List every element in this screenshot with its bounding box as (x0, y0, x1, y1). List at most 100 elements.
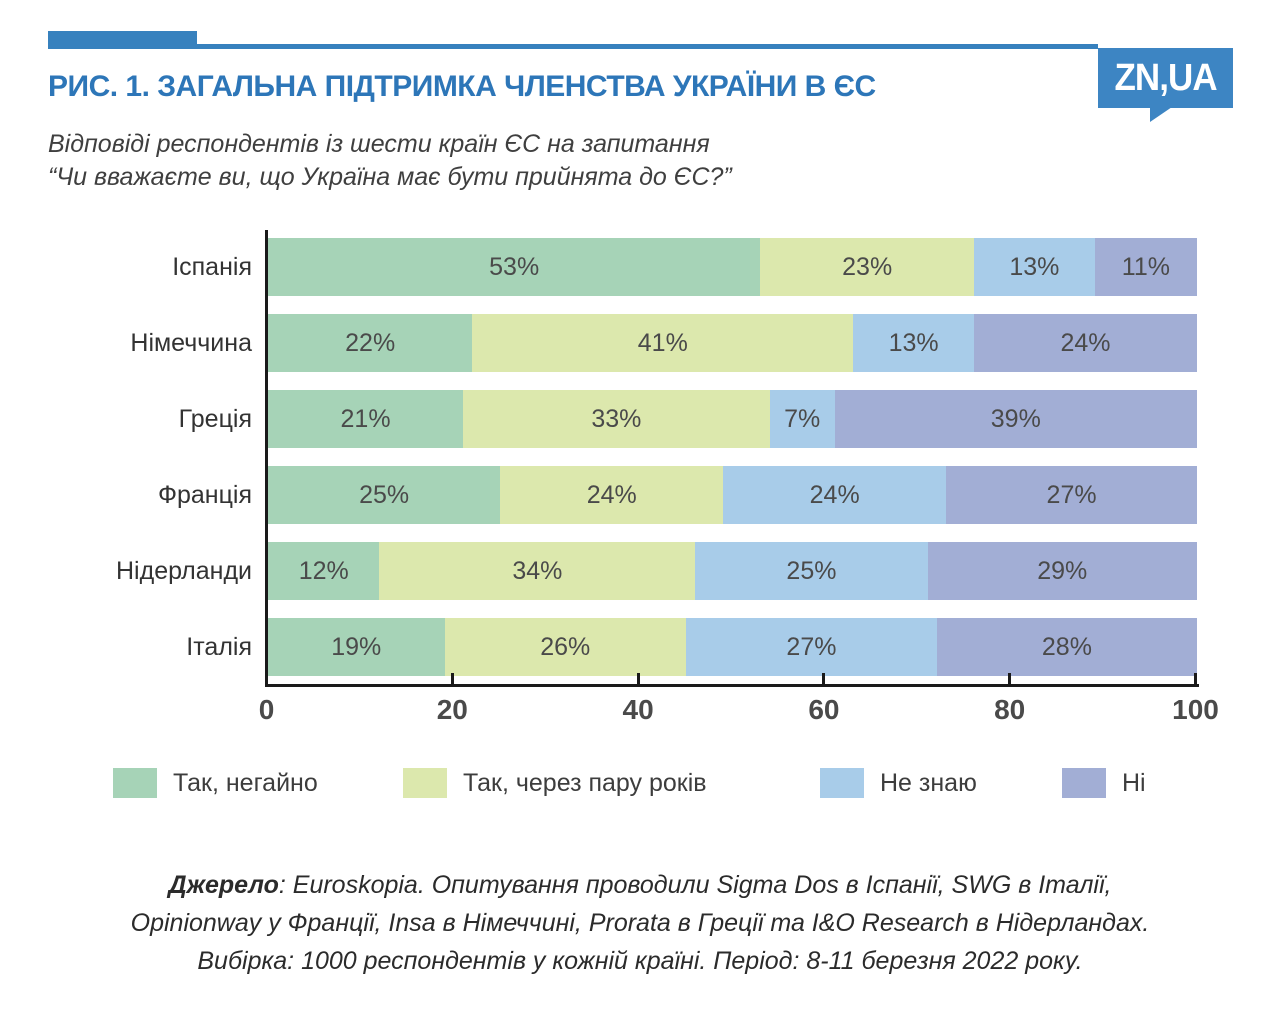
bar-segment-value: 34% (512, 556, 563, 585)
bar-segment-value: 41% (637, 328, 688, 357)
legend-label: Не знаю (880, 768, 977, 797)
x-tick-label: 100 (1172, 694, 1219, 725)
bar-segment-value: 23% (842, 252, 893, 281)
stacked-bar: 53% 23% 13% 11% (268, 238, 1197, 296)
x-tick-mark (822, 673, 826, 684)
legend-item: Ні (1062, 768, 1146, 798)
bar-segment-value: 39% (990, 404, 1041, 433)
bar-segment-value: 13% (888, 328, 939, 357)
category-label: Франція (157, 481, 252, 509)
bar-segment-value: 27% (786, 632, 837, 661)
bar-segment: 27% (686, 618, 937, 676)
legend-label: Так, через пару років (463, 768, 707, 797)
category-label: Нідерланди (116, 557, 252, 585)
x-tick-mark (1008, 673, 1012, 684)
legend-item: Так, негайно (113, 768, 318, 798)
bar-segment-value: 24% (586, 480, 637, 509)
bar-segment: 23% (760, 238, 975, 296)
bar-segment: 29% (927, 542, 1197, 600)
subtitle-line-2: “Чи вважаєте ви, що Україна має бути при… (48, 163, 732, 191)
bar-segment: 27% (946, 466, 1197, 524)
bar-segment: 21% (268, 390, 464, 448)
bar-segment: 28% (936, 618, 1197, 676)
x-tick-mark (450, 673, 454, 684)
bar-segment: 33% (463, 390, 770, 448)
subtitle-line-1: Відповіді респондентів із шести країн ЄС… (48, 130, 710, 158)
legend-swatch (820, 768, 864, 798)
bar-segment: 25% (268, 466, 501, 524)
stacked-bar: 25% 24% 24% 27% (268, 466, 1197, 524)
bar-segment: 41% (472, 314, 854, 372)
bar-segment-value: 26% (540, 632, 591, 661)
x-tick-label: 80 (994, 694, 1026, 725)
bar-segment: 11% (1094, 238, 1197, 296)
legend-label: Ні (1122, 768, 1146, 797)
bar-segment-value: 27% (1046, 480, 1097, 509)
bar-segment: 39% (834, 390, 1197, 448)
y-axis-line (265, 230, 268, 687)
bar-row: Нідерланди 12% 34% 25% 29% (0, 542, 1280, 600)
stacked-bar: 12% 34% 25% 29% (268, 542, 1197, 600)
x-tick-mark (1194, 673, 1197, 684)
bar-segment: 34% (379, 542, 696, 600)
bar-segment-value: 28% (1041, 632, 1092, 661)
legend-item: Так, через пару років (403, 768, 707, 798)
legend-swatch (113, 768, 157, 798)
stacked-bar: 22% 41% 13% 24% (268, 314, 1197, 372)
source-line-2: Opinionway у Франції, Insa в Німеччині, … (130, 909, 1150, 937)
stacked-bar: 21% 33% 7% 39% (268, 390, 1197, 448)
bar-segment: 26% (444, 618, 687, 676)
source-rest: : Euroskopia. Опитування проводили Sigma… (278, 871, 1112, 899)
bar-segment: 13% (974, 238, 1095, 296)
x-tick-label: 0 (258, 694, 275, 725)
bar-segment: 19% (268, 618, 445, 676)
bar-segment-value: 11% (1121, 252, 1170, 281)
header-accent-line (48, 44, 1098, 49)
bar-segment-value: 12% (298, 556, 349, 585)
x-tick-label: 40 (622, 694, 654, 725)
source-line-3: Вибірка: 1000 респондентів у кожній краї… (197, 947, 1083, 975)
x-tick-label: 60 (808, 694, 840, 725)
bar-segment-value: 13% (1009, 252, 1060, 281)
bar-segment-value: 33% (591, 404, 642, 433)
bar-segment: 24% (500, 466, 724, 524)
x-tick-mark (636, 673, 640, 684)
category-label: Греція (178, 405, 252, 433)
bar-segment: 12% (268, 542, 380, 600)
x-tick-label: 20 (436, 694, 468, 725)
legend-label: Так, негайно (173, 768, 318, 797)
bar-segment-value: 53% (489, 252, 540, 281)
bar-row: Франція 25% 24% 24% 27% (0, 466, 1280, 524)
category-label: Німеччина (130, 329, 252, 357)
znua-logo: ZN,UA (1098, 48, 1233, 108)
znua-logo-text: ZN,UA (1114, 56, 1217, 99)
bar-row: Іспанія 53% 23% 13% 11% (0, 238, 1280, 296)
bar-segment-value: 22% (345, 328, 396, 357)
bar-segment-value: 19% (331, 632, 382, 661)
bar-segment: 24% (974, 314, 1197, 372)
bar-segment: 13% (853, 314, 975, 372)
x-tick-mark (265, 673, 268, 684)
source-line-1: Джерело: Euroskopia. Опитування проводил… (0, 866, 1280, 904)
header-accent-bar (48, 31, 197, 48)
legend-swatch (1062, 768, 1106, 798)
bar-segment-value: 29% (1037, 556, 1088, 585)
bar-row: Німеччина 22% 41% 13% 24% (0, 314, 1280, 372)
bar-segment: 22% (268, 314, 473, 372)
stacked-bar: 19% 26% 27% 28% (268, 618, 1197, 676)
legend-swatch (403, 768, 447, 798)
bar-segment-value: 7% (784, 404, 821, 433)
category-label: Іспанія (172, 253, 252, 281)
figure-title: РИС. 1. ЗАГАЛЬНА ПІДТРИМКА ЧЛЕНСТВА УКРА… (48, 70, 876, 103)
bar-segment: 25% (695, 542, 928, 600)
bar-segment-value: 21% (340, 404, 391, 433)
bar-segment-value: 24% (1060, 328, 1111, 357)
category-label: Італія (186, 633, 252, 661)
bar-segment: 24% (723, 466, 947, 524)
x-axis-line (265, 684, 1199, 687)
bar-segment: 7% (769, 390, 835, 448)
legend-item: Не знаю (820, 768, 977, 798)
source-label: Джерело (168, 871, 279, 899)
bar-row: Італія 19% 26% 27% 28% (0, 618, 1280, 676)
